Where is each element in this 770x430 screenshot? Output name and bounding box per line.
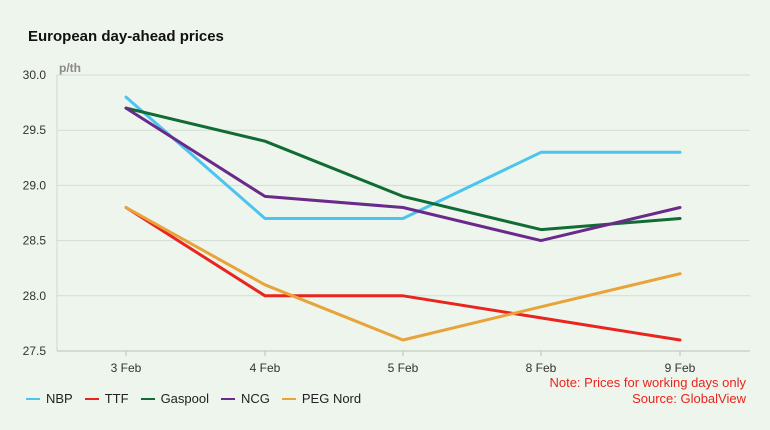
tick-labels: 30.0 29.5 29.0 28.5 28.0 27.5 p/th 3 Feb 4 Feb 5 …: [23, 61, 696, 375]
legend-swatch: [140, 397, 155, 400]
notes: Note: Prices for working days only Sourc…: [549, 375, 746, 407]
x-tick-label: 5 Feb: [388, 361, 419, 375]
y-tick-label: 29.0: [23, 178, 47, 192]
x-tick-label: 3 Feb: [111, 361, 142, 375]
legend-label: NCG: [240, 391, 270, 406]
y-tick-label: 28.5: [23, 234, 47, 248]
y-tick-label: 28.0: [23, 289, 47, 303]
legend-item: Gaspool: [140, 391, 209, 406]
legend: NBP TTF Gaspool NCG PEG Nord: [26, 391, 373, 406]
legend-swatch: [281, 397, 296, 400]
series-line-ncg: [124, 106, 682, 243]
x-tick-label: 8 Feb: [526, 361, 557, 375]
legend-item: TTF: [84, 391, 129, 406]
legend-label: PEG Nord: [301, 391, 362, 406]
series-lines: [124, 95, 682, 342]
y-tick-label: 30.0: [23, 68, 47, 82]
series-line-nbp: [124, 95, 682, 220]
series-line-gaspool: [124, 106, 682, 232]
series-line-ttf: [124, 206, 682, 342]
legend-item: PEG Nord: [281, 391, 362, 406]
x-tick-label: 4 Feb: [250, 361, 281, 375]
legend-item: NCG: [220, 391, 270, 406]
series-line-peg-nord: [124, 206, 682, 342]
legend-label: TTF: [104, 391, 129, 406]
legend-item: NBP: [26, 391, 73, 406]
legend-swatch: [84, 397, 99, 400]
legend-label: NBP: [46, 391, 73, 406]
y-tick-label: 29.5: [23, 123, 47, 137]
note-source: Source: GlobalView: [632, 391, 746, 406]
x-tick-label: 9 Feb: [665, 361, 696, 375]
axes: [56, 75, 750, 356]
legend-label: Gaspool: [160, 391, 209, 406]
y-axis-unit: p/th: [59, 61, 81, 75]
legend-swatch: [220, 397, 235, 400]
note-working-days: Note: Prices for working days only: [549, 375, 746, 390]
chart-title: European day-ahead prices: [28, 28, 224, 45]
legend-swatch: [26, 397, 40, 400]
y-tick-label: 27.5: [23, 344, 47, 358]
